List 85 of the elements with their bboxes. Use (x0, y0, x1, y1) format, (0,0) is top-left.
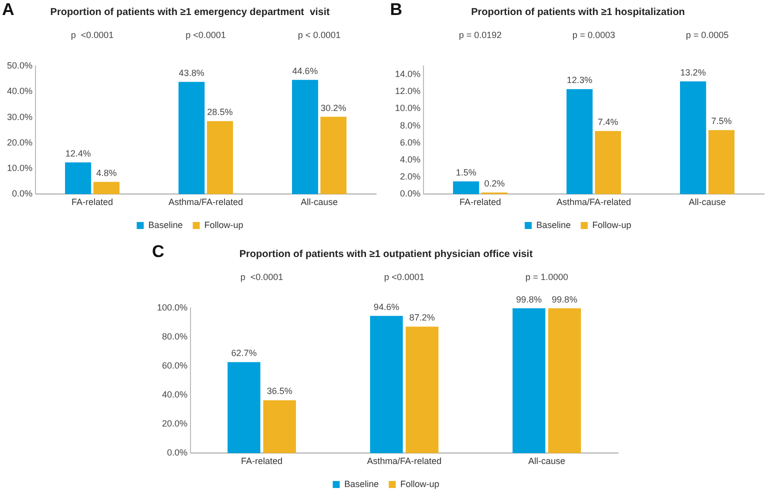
y-tick-label: 0.0% (167, 448, 188, 458)
data-label: 1.5% (456, 167, 476, 178)
legend-label: Follow-up (400, 478, 440, 489)
bar (292, 80, 318, 194)
bar (263, 400, 296, 454)
legend-label: Baseline (344, 478, 379, 489)
y-tick-label: 0.0% (400, 188, 421, 199)
y-tick-label: 10.0% (394, 103, 421, 114)
data-label: 36.5% (266, 386, 292, 396)
bar (406, 326, 438, 454)
bar (453, 181, 480, 194)
chart-title: Proportion of patients with ≥1 hospitalization (471, 6, 685, 18)
y-tick-label: 20.0% (162, 418, 188, 429)
bar (320, 116, 346, 194)
data-label: 43.8% (178, 68, 204, 78)
y-tick-label: 2.0% (400, 172, 421, 182)
text: p = 1.0000 (525, 272, 568, 282)
bar (93, 182, 120, 194)
x-tick-label: All-cause (528, 456, 566, 466)
y-tick-label: 50.0% (6, 60, 33, 70)
data-label: 0.2% (484, 178, 505, 188)
bar (228, 362, 260, 454)
data-label: 44.6% (292, 66, 318, 76)
bar (370, 316, 403, 454)
y-tick-label: 12.0% (394, 86, 421, 96)
data-label: 7.5% (711, 116, 732, 126)
data-label: 12.3% (566, 75, 592, 86)
x-tick-label: Asthma/FA-related (556, 197, 632, 208)
bar (512, 308, 546, 454)
text: p <0.0001 (384, 272, 424, 282)
bar (680, 81, 706, 194)
y-tick-label: 0.0% (12, 188, 33, 199)
y-tick-label: 80.0% (162, 332, 188, 342)
data-label: 99.8% (516, 294, 542, 304)
legend-label: Baseline (536, 220, 571, 230)
data-label: 99.8% (552, 294, 578, 304)
bar (65, 162, 92, 194)
data-label: 28.5% (207, 107, 233, 118)
y-tick-label: 6.0% (400, 137, 421, 148)
chart-title: Proportion of patients with ≥1 outpatient physician office visit (239, 248, 534, 260)
data-label: 94.6% (374, 302, 400, 312)
chart-title: Proportion of patients with ≥1 emergency department visit (50, 6, 330, 18)
data-label: 7.4% (598, 116, 618, 127)
legend-label: Follow-up (204, 220, 244, 230)
x-tick-label: FA-related (241, 456, 283, 466)
text: p <0.0001 (240, 272, 284, 282)
x-tick-label: Asthma/FA-related (366, 456, 442, 466)
data-label: 62.7% (231, 348, 257, 358)
data-label: 30.2% (320, 102, 346, 113)
data-label: 12.4% (65, 148, 91, 158)
text: p <0.0001 (70, 30, 114, 40)
x-tick-label: FA-related (460, 197, 502, 208)
text: p = 0.0005 (686, 30, 729, 40)
data-label: 87.2% (409, 312, 435, 323)
legend-label: Baseline (148, 220, 183, 230)
y-tick-label: 100.0% (156, 302, 188, 312)
y-tick-label: 40.0% (6, 86, 33, 96)
bar (708, 130, 734, 194)
y-tick-label: 30.0% (6, 112, 33, 122)
bar (178, 82, 205, 194)
y-tick-label: 14.0% (394, 69, 421, 80)
y-tick-label: 10.0% (6, 163, 33, 174)
text: p = 0.0003 (572, 30, 616, 40)
text: A (2, 0, 14, 20)
bar (566, 89, 593, 194)
x-tick-label: Asthma/FA-related (168, 197, 244, 208)
text: B (390, 0, 402, 20)
y-tick-label: 40.0% (162, 390, 188, 400)
x-tick-label: FA-related (72, 197, 114, 208)
text: C (152, 242, 164, 262)
x-tick-label: All-cause (300, 197, 338, 208)
bar (594, 130, 621, 194)
y-tick-label: 20.0% (6, 137, 33, 148)
y-tick-label: 60.0% (162, 360, 188, 371)
legend-label: Follow-up (592, 220, 632, 230)
text: p < 0.0001 (298, 30, 341, 40)
bar (206, 121, 233, 194)
y-tick-label: 8.0% (400, 120, 421, 130)
text: p = 0.0192 (458, 30, 502, 40)
data-label: 4.8% (96, 168, 117, 178)
x-tick-label: All-cause (688, 197, 726, 208)
y-tick-label: 4.0% (400, 154, 421, 164)
bar (548, 308, 581, 454)
text: p <0.0001 (186, 30, 226, 40)
data-label: 13.2% (680, 67, 706, 78)
